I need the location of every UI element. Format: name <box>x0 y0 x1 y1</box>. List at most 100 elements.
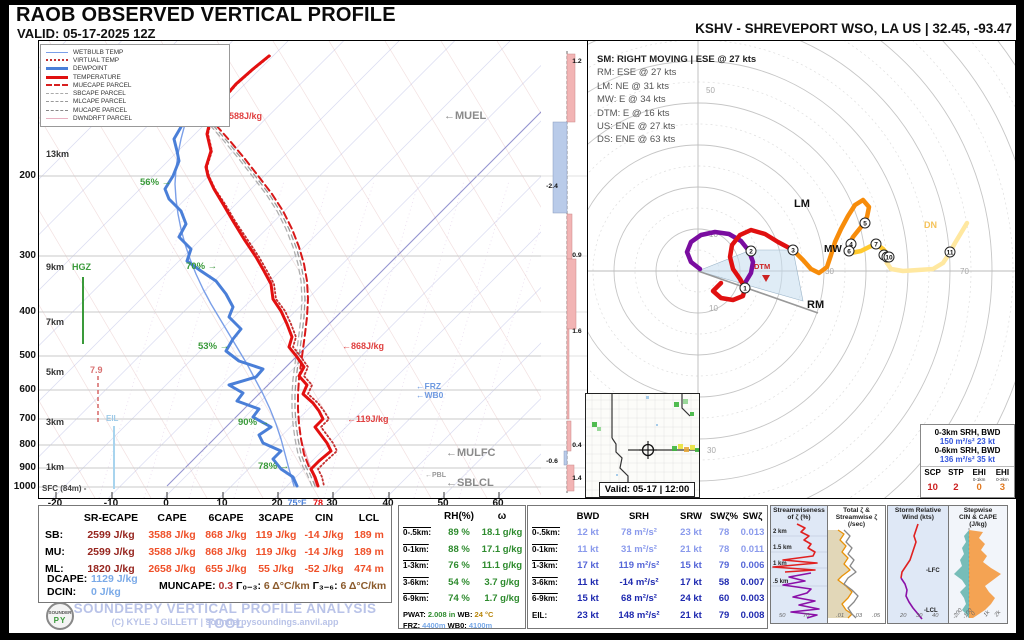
dewpoint-curve <box>163 54 299 488</box>
legend-item: MUECAPE PARCEL <box>46 81 224 89</box>
thermo-value: 3588 J/kg <box>148 545 196 558</box>
omega-value-label: 1.6 <box>572 328 582 335</box>
panel-series <box>772 523 818 573</box>
srw-value: 24 kt <box>680 593 702 605</box>
hodo-ring-label: 10 <box>709 304 718 313</box>
dry-adiabat-line <box>384 41 541 303</box>
index-header: EHI 0-1km <box>972 468 986 482</box>
hodo-ring-label: 70 <box>960 267 969 276</box>
page-title: RAOB OBSERVED VERTICAL PROFILE <box>16 4 396 26</box>
table-row: EIL: 23 kt 148 m²/s² 21 kt 79 0.008 <box>528 607 767 624</box>
radar-echo <box>684 447 689 452</box>
omega-strip: 1.2 -2.4 0.9 1.6 0.4 -0.6 1.4 <box>541 40 588 499</box>
omega-value-label: 0.4 <box>572 442 582 449</box>
hodo-ring-label: 50 <box>706 86 715 95</box>
table-row: 6-9km: 74 % 1.7 g/kg <box>399 591 525 608</box>
panel-area <box>969 530 1001 618</box>
panel-level-label: -LFC <box>926 568 940 574</box>
temp-tick-label: 60 <box>492 498 504 509</box>
panel-xtick: 20 <box>900 613 907 619</box>
rh-value: 54 % <box>448 576 470 588</box>
table-row: 0-.5km: 12 kt 78 m²/s² 23 kt 78 0.013 <box>528 525 767 542</box>
storm-motion-line: SM: RIGHT MOVING | ESE @ 27 kts <box>597 54 757 65</box>
skewt-diagram <box>38 40 542 499</box>
footer-tool-name: SOUNDERPY VERTICAL PROFILE ANALYSIS TOOL <box>73 601 377 631</box>
pwat-value: 2.008 in <box>427 610 458 619</box>
height-label: 9km <box>46 262 65 272</box>
muncape-label: MUNCAPE: <box>159 580 219 592</box>
pressure-label: 600 <box>19 384 36 395</box>
thermo-value: 868 J/kg <box>205 545 247 558</box>
omega-bar <box>566 53 576 123</box>
wb0-label: WB0: <box>447 621 469 630</box>
radar-echo <box>695 448 699 452</box>
dcin-label: DCIN: <box>47 586 77 598</box>
legend-label: VIRTUAL TEMP <box>73 56 120 64</box>
srh-value: 68 m²/s² <box>621 593 657 605</box>
height-marker <box>739 282 751 294</box>
legend: WETBULB TEMP VIRTUAL TEMP DEWPOINT TEMPERAT… <box>40 44 230 127</box>
swp-value: 58 <box>718 576 730 588</box>
skewt-annotation: ←3588J/kg <box>215 111 263 121</box>
index-value: 3 <box>999 482 1006 493</box>
skewt-annotation: ←PBL <box>425 472 446 479</box>
bwd-value: 23 kt <box>577 609 599 621</box>
map-valid-label: Valid: 05-17 | 12:00 <box>599 482 695 497</box>
srh-0-3-values: 150 m²/s² 23 kt <box>939 437 996 446</box>
legend-item: VIRTUAL TEMP <box>46 56 224 64</box>
mixing-value: 17.1 g/kg <box>481 543 523 555</box>
table-row: 3-6km: 11 kt -14 m²/s² 17 kt 58 0.007 <box>528 574 767 591</box>
storm-motion-line: DTM: E @ 16 kts <box>597 107 670 119</box>
omega-bar <box>566 258 577 330</box>
height-marker <box>787 244 799 256</box>
radar-echo <box>672 446 677 451</box>
height-label: 1km <box>46 462 65 472</box>
isotherm-line <box>163 120 541 498</box>
height-marker <box>859 217 871 229</box>
panel-xtick: 30 <box>916 613 923 619</box>
thermo-value: -14 J/kg <box>304 545 344 558</box>
mixing-value: 11.1 g/kg <box>481 560 523 572</box>
thermo-value: 655 J/kg <box>205 562 247 575</box>
skewt-annotation: ←MULFC <box>446 447 496 459</box>
isotherm-line <box>385 342 541 498</box>
rh-value: 76 % <box>448 560 470 572</box>
skewt-annotation: ←119J/kg <box>347 414 389 424</box>
panel-series <box>837 529 853 619</box>
thermo-value: 189 m <box>354 545 384 558</box>
rh-value: 89 % <box>448 527 470 539</box>
bwd-value: 12 kt <box>577 527 599 539</box>
svg-text:4: 4 <box>849 241 853 248</box>
table-row: ML: 1820 J/kg 2658 J/kg 655 J/kg 55 J/kg -52 … <box>39 560 391 577</box>
height-marker <box>843 245 855 257</box>
surface-dewpoint-label: 75°F <box>287 498 307 508</box>
wb0-value: 4100m <box>468 621 493 630</box>
panel-ylabel: .5 km <box>773 579 789 585</box>
swp-value: 79 <box>718 609 730 621</box>
bwd-value: 11 kt <box>577 576 599 588</box>
isotherm-line <box>330 287 541 498</box>
temp-tick-label: -10 <box>103 498 119 509</box>
legend-item: MUCAPE PARCEL <box>46 106 224 114</box>
temp-tick-label: -20 <box>47 498 63 509</box>
wetbulb-line-sample-icon <box>46 51 68 53</box>
dry-adiabat-line <box>328 41 541 399</box>
swz-value: 0.003 <box>740 593 765 605</box>
mixing-value: 3.7 g/kg <box>484 576 520 588</box>
table-row: SB: 2599 J/kg 3588 J/kg 868 J/kg 119 J/kg -14… <box>39 526 391 543</box>
isotherm-line <box>108 65 541 498</box>
legend-item: TEMPERATURE <box>46 73 224 81</box>
gamma03-value: 6 Δ°C/km <box>263 580 313 592</box>
pressure-label: 800 <box>19 439 36 450</box>
moisture-table: RH(%) ω 0-.5km: 89 % 18.1 g/kg 0-1km: 88 % 17.1… <box>398 505 526 630</box>
legend-label: DWNDRFT PARCEL <box>73 115 133 123</box>
shear-header: SRH <box>628 510 650 522</box>
thermo-table: SR-ECAPE CAPE 6CAPE 3CAPE CIN LCL SB: 2599 J/kg… <box>38 505 392 603</box>
muecape-line-sample-icon <box>46 84 68 87</box>
panel-series <box>900 577 923 620</box>
height-marker <box>870 238 882 250</box>
thermo-header: SR-ECAPE <box>83 511 139 524</box>
panel-xtick: .01 <box>836 613 845 619</box>
legend-label: MUCAPE PARCEL <box>73 106 128 114</box>
legend-item: DEWPOINT <box>46 65 224 73</box>
